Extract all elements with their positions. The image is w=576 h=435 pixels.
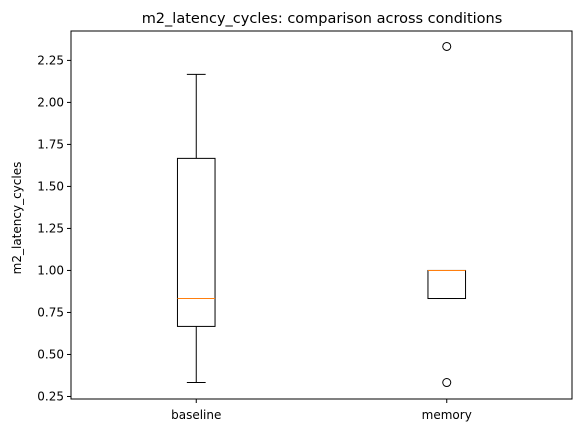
y-tick-label: 2.00 — [37, 95, 64, 109]
x-tick-label: baseline — [171, 408, 221, 422]
y-tick-label: 1.75 — [37, 137, 64, 151]
y-tick-label: 1.50 — [37, 179, 64, 193]
plot-area-frame — [70, 30, 573, 400]
x-tick-label: memory — [422, 408, 472, 422]
y-tick-label: 1.25 — [37, 221, 64, 235]
y-axis-label: m2_latency_cycles — [10, 162, 24, 275]
box-iqr — [176, 157, 216, 327]
box-group-memory — [427, 41, 467, 388]
y-tick-label: 0.75 — [37, 305, 64, 319]
outlier-point — [442, 378, 452, 388]
box-iqr — [427, 269, 467, 300]
y-tick-label: 0.50 — [37, 347, 64, 361]
y-tick-label: 0.25 — [37, 389, 64, 403]
y-tick-label: 2.25 — [37, 53, 64, 67]
chart-title: m2_latency_cycles: comparison across con… — [142, 11, 503, 27]
box-group-baseline — [176, 73, 216, 384]
y-tick-label: 1.00 — [37, 263, 64, 277]
outlier-point — [442, 41, 452, 51]
